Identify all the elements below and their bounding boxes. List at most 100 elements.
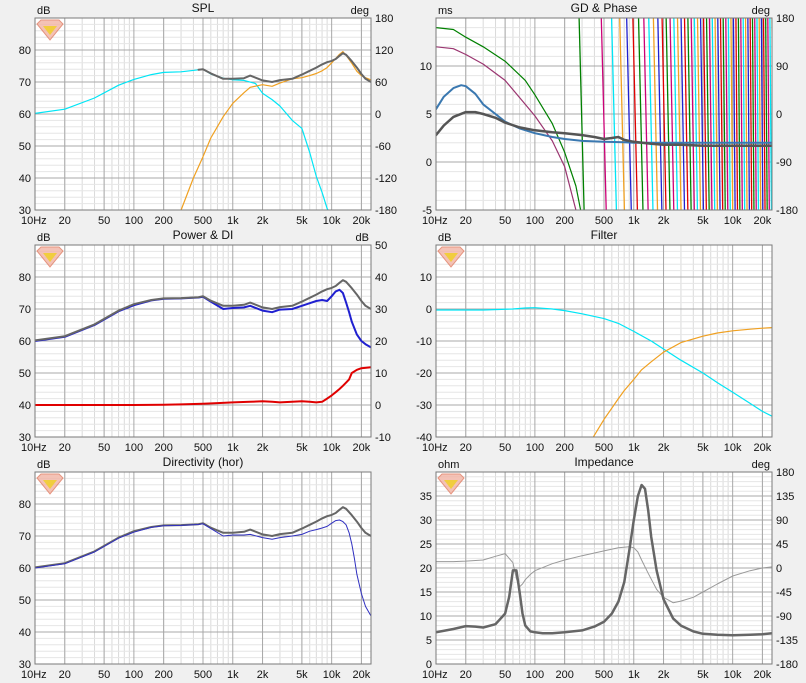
y-tick-label: 10 [420,272,432,284]
speaker-logo [36,473,64,495]
chart-spl: SPL dB deg 30 40 50 60 70 80 -180 -120 -60 0 60 120 180… [19,1,397,227]
phase-wrap-line [652,18,659,210]
y2-tick-label: 60 [375,77,387,89]
x-tick-label: 10Hz [21,669,47,681]
phase-wrap-line [744,18,748,210]
x-tick-label: 20k [353,442,371,454]
y2-tick-label: 180 [776,467,794,479]
phase-wrap-line [708,18,713,210]
grid [435,244,772,438]
x-tick-label: 200 [555,669,573,681]
left-unit-label: ms [438,5,453,17]
phase-wrap-line [680,18,686,210]
chart-directivity: Directivity (hor) dB 30 40 50 60 70 80 10Hz 20 50 1… [19,455,372,681]
chart-title: SPL [192,1,215,15]
grid [34,17,371,211]
phase-wrap-line [765,18,768,210]
phase-wrap-line [762,18,766,210]
x-tick-label: 20 [460,215,472,227]
x-tick-label: 10k [323,215,341,227]
left-unit-label: dB [438,232,451,244]
x-tick-label: 5k [697,215,709,227]
y2-tick-label: 50 [375,240,387,252]
y-tick-label: 80 [19,499,31,511]
phase-wrap-line [747,18,751,210]
phase-wrap-line [637,18,644,210]
y2-tick-label: -60 [375,141,391,153]
x-tick-label: 2k [658,669,670,681]
y2-tick-label: -10 [375,432,391,444]
x-tick-label: 2k [257,215,269,227]
y2-tick-label: -180 [776,659,798,671]
series-line-1 [35,519,371,617]
y2-tick-label: 180 [375,13,393,25]
x-tick-label: 2k [257,442,269,454]
logo-inner [444,253,458,262]
x-tick-label: 20k [754,215,772,227]
x-tick-label: 20k [754,669,772,681]
plot-border [34,244,372,438]
right-unit-label: deg [752,459,770,471]
series-group [35,50,371,210]
chart-impedance: Impedance ohm deg 0 5 10 15 20 25 30 35 -180 -135 -90… [420,455,798,681]
phase-wrap-line [578,18,585,210]
series-group [35,506,371,617]
y-tick-label: 50 [19,368,31,380]
plot-border [435,471,773,665]
x-tick-label: 20 [460,442,472,454]
phase-wrap-line [730,18,734,210]
series-line-2 [35,279,371,342]
x-tick-label: 500 [194,669,212,681]
x-tick-label: 500 [194,215,212,227]
x-tick-label: 2k [257,669,269,681]
y2-tick-label: 30 [375,304,387,316]
logo-inner [43,26,57,35]
phase-wrap-line [669,18,675,210]
y-tick-label: 70 [19,77,31,89]
speaker-logo [36,246,64,268]
left-unit-label: dB [37,5,50,17]
phase-wrap-line [742,18,746,210]
y-tick-label: -10 [416,336,432,348]
x-tick-label: 5k [296,442,308,454]
phase-wrap-line [758,18,762,210]
x-tick-label: 10Hz [422,442,448,454]
left-unit-label: ohm [438,459,459,471]
x-tick-label: 5k [296,669,308,681]
x-tick-label: 10Hz [21,215,47,227]
x-tick-label: 50 [499,215,511,227]
phase-wrap-line [673,18,679,210]
left-unit-label: dB [37,459,50,471]
phase-wrap-line [702,18,707,210]
series-line-0 [436,27,582,210]
x-tick-label: 200 [154,215,172,227]
series-line-0 [436,546,772,604]
y-tick-label: -20 [416,368,432,380]
y-tick-label: 35 [420,491,432,503]
y-tick-label: 70 [19,531,31,543]
y-tick-label: 10 [420,611,432,623]
y2-tick-label: 10 [375,368,387,380]
phase-wrap-line [683,18,689,210]
x-tick-label: 100 [125,215,143,227]
series-line-1 [180,50,371,210]
y-tick-label: 80 [19,45,31,57]
x-tick-label: 100 [526,442,544,454]
x-tick-label: 10k [724,442,742,454]
x-tick-label: 50 [499,442,511,454]
plot-border [34,471,372,665]
y-tick-label: 5 [426,109,432,121]
phase-wrap-line [690,18,695,210]
y2-tick-label: 90 [776,61,788,73]
phase-wrap-line [648,18,654,210]
speaker-logo [437,246,465,268]
y2-tick-label: 0 [375,109,381,121]
phase-wrap-line [719,18,724,210]
y-tick-label: 60 [19,563,31,575]
y-tick-label: -40 [416,432,432,444]
chart-title: Impedance [574,455,634,469]
chart-filter: Filter dB -40 -30 -20 -10 0 10 10Hz 20 50 100 200 500… [416,228,773,454]
speaker-logo [437,473,465,495]
x-tick-label: 500 [595,669,613,681]
y-tick-label: -30 [416,400,432,412]
